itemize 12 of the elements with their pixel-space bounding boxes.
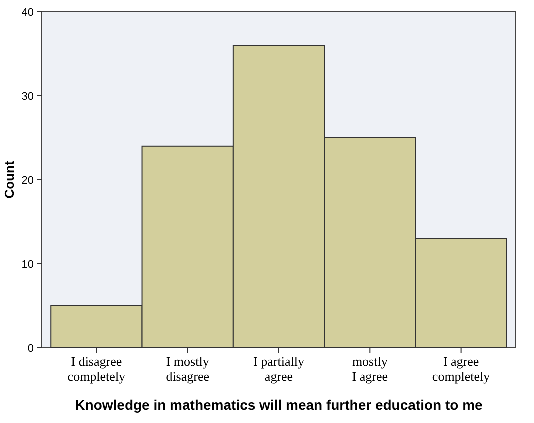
x-tick-label: I agree completely xyxy=(432,354,491,384)
x-tick-label: I partially agree xyxy=(254,354,305,384)
y-tick-label: 10 xyxy=(22,258,34,271)
y-tick-label: 20 xyxy=(22,174,34,187)
x-axis-title: Knowledge in mathematics will mean further education to me xyxy=(75,397,484,413)
y-tick-label: 0 xyxy=(28,342,34,355)
x-tick-label: I mostly disagree xyxy=(166,354,210,384)
y-axis-title: Count xyxy=(2,160,17,199)
y-tick-label: 30 xyxy=(22,90,34,103)
x-tick-label: mostly I agree xyxy=(352,354,388,384)
y-tick-label: 40 xyxy=(22,6,34,19)
x-tick-label: I disagree completely xyxy=(68,354,126,384)
